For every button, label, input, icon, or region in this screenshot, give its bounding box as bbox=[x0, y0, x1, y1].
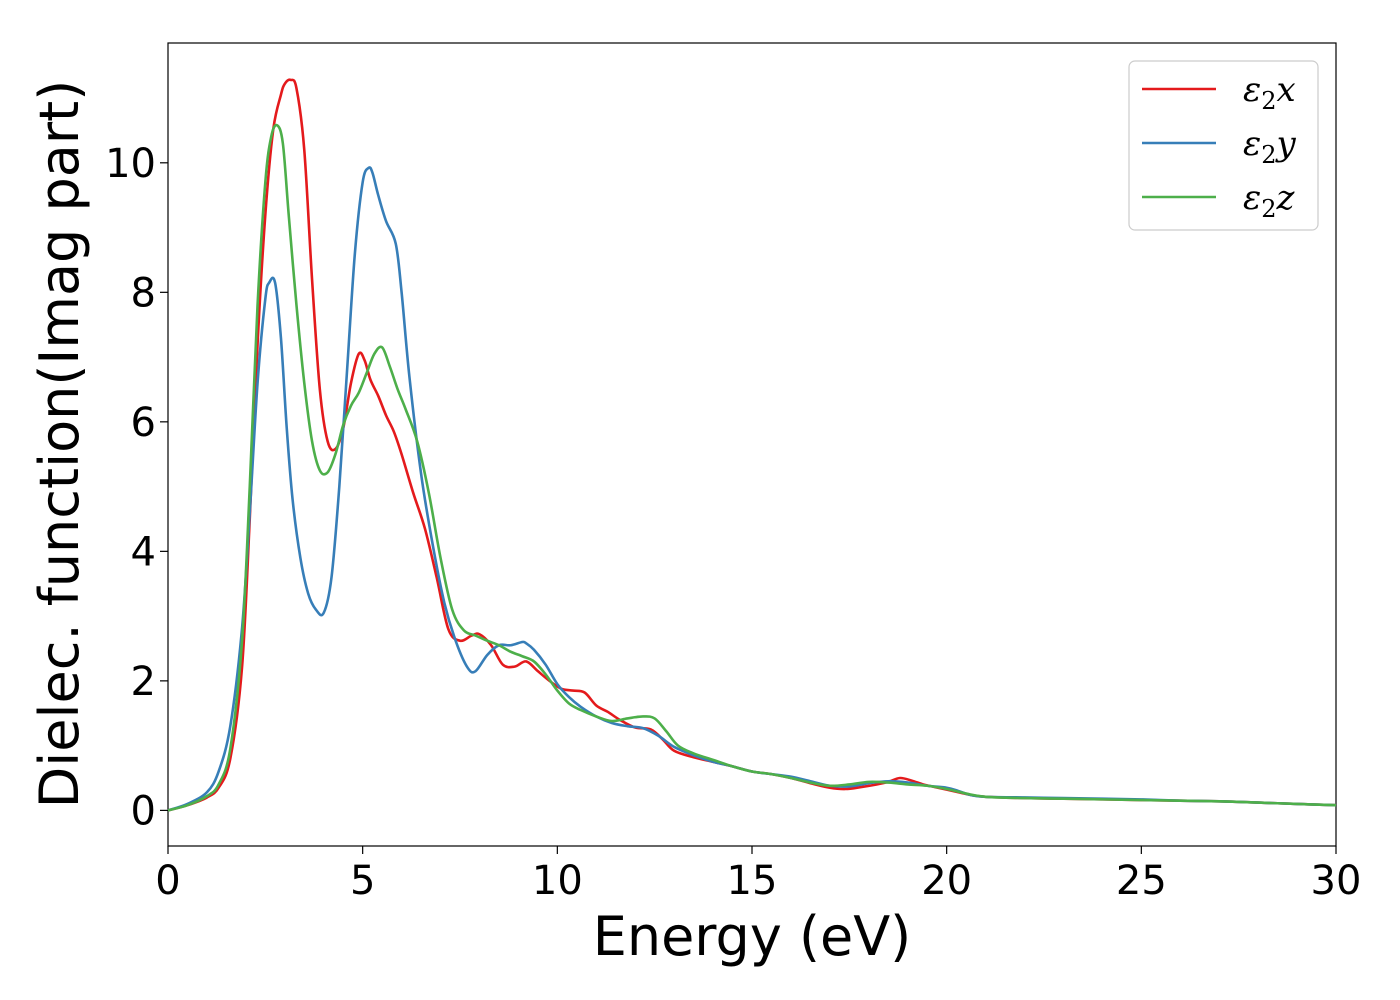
y-axis-ticks: 0 2 4 6 8 10 bbox=[105, 141, 168, 834]
y-axis-label: Dielec. function(Imag part) bbox=[28, 80, 91, 809]
x-tick-label: 30 bbox=[1311, 858, 1362, 904]
y-tick-label: 4 bbox=[131, 529, 156, 575]
x-tick-label: 5 bbox=[350, 858, 375, 904]
x-tick-label: 25 bbox=[1116, 858, 1167, 904]
legend-items: ε2x ε2y ε2z bbox=[1142, 70, 1297, 223]
y-tick-label: 6 bbox=[131, 400, 156, 446]
y-tick-label: 8 bbox=[131, 270, 156, 316]
x-tick-label: 20 bbox=[921, 858, 972, 904]
legend-label-x: ε2x bbox=[1243, 70, 1296, 115]
legend-box bbox=[1128, 60, 1319, 231]
y-tick-label: 2 bbox=[131, 659, 156, 705]
legend-label-y: ε2y bbox=[1243, 124, 1297, 169]
legend-label-z: ε2z bbox=[1243, 178, 1296, 223]
series-layer bbox=[167, 78, 1337, 812]
x-axis-label: Energy (eV) bbox=[593, 905, 912, 968]
x-axis-ticks: 0 5 10 15 20 25 30 bbox=[155, 846, 1361, 904]
x-tick-label: 10 bbox=[532, 858, 583, 904]
y-tick-label: 0 bbox=[131, 788, 156, 834]
legend: ε2x ε2y ε2z bbox=[1128, 60, 1319, 231]
x-tick-label: 15 bbox=[727, 858, 778, 904]
x-tick-label: 0 bbox=[155, 858, 180, 904]
series-line-y bbox=[167, 166, 1337, 812]
y-tick-label: 10 bbox=[105, 141, 156, 187]
series-line-z bbox=[167, 123, 1337, 812]
